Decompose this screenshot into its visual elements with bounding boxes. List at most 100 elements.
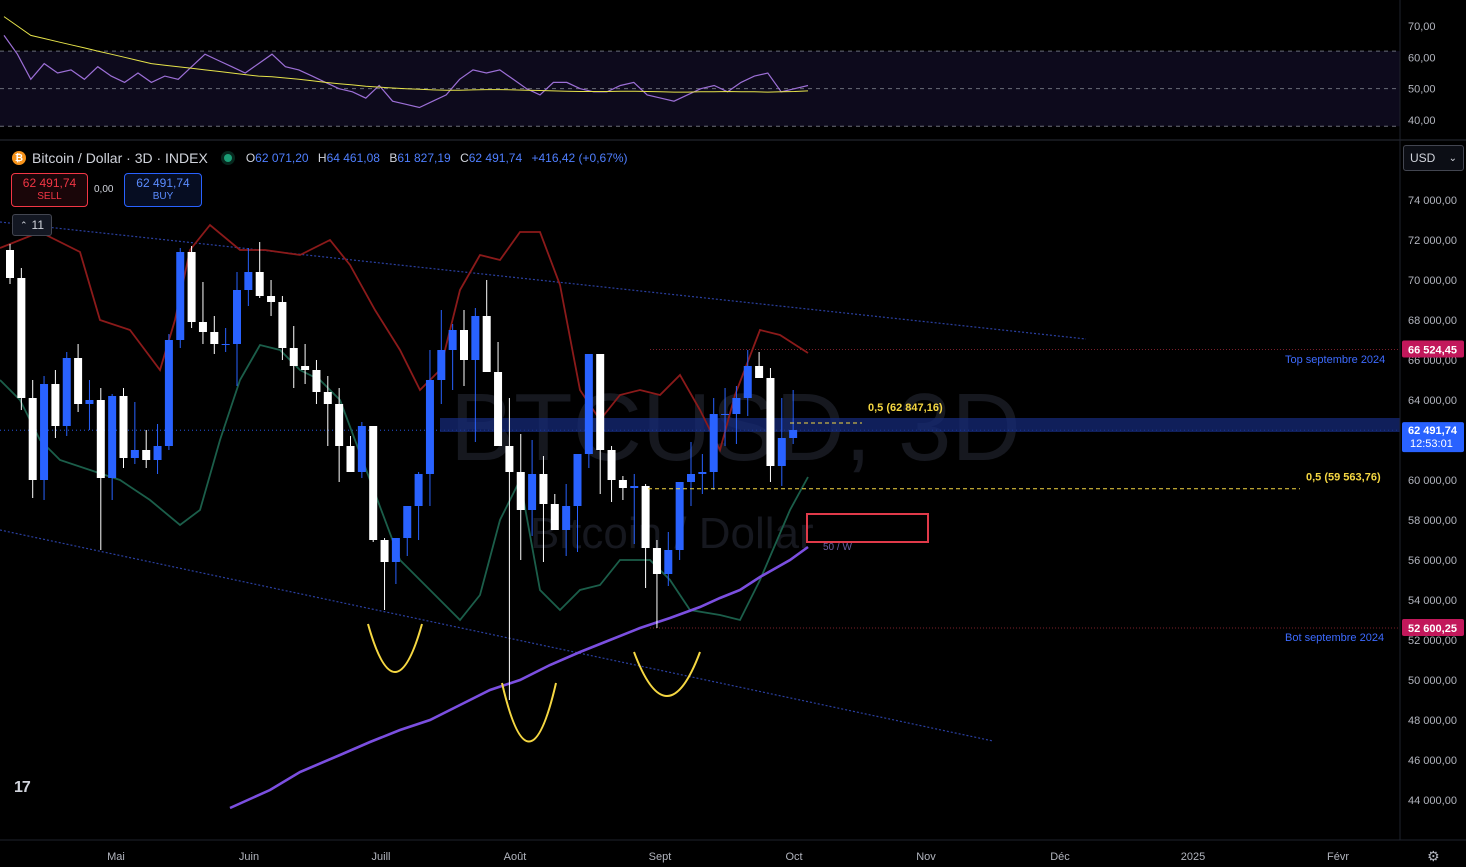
candle-body bbox=[108, 396, 117, 478]
candle-body bbox=[414, 474, 423, 506]
time-axis-tick: Nov bbox=[916, 851, 936, 863]
spread-value: 0,00 bbox=[94, 184, 114, 195]
candle-body bbox=[391, 538, 400, 562]
candle-body bbox=[62, 358, 71, 426]
sell-label: SELL bbox=[37, 191, 62, 202]
price-axis-tick: 56 000,00 bbox=[1408, 555, 1457, 567]
candle-body bbox=[380, 540, 389, 562]
candle-body bbox=[6, 250, 14, 278]
candle-body bbox=[278, 302, 287, 348]
candle-body bbox=[425, 380, 434, 474]
chevron-down-icon: ⌄ bbox=[1448, 152, 1457, 164]
current-price-tag: 62 491,74 bbox=[1408, 425, 1458, 437]
price-axis-tick: 60 000,00 bbox=[1408, 475, 1457, 487]
resistance-zone bbox=[440, 418, 1400, 432]
candle-body bbox=[766, 378, 775, 466]
buy-button[interactable]: 62 491,74 BUY bbox=[124, 173, 202, 207]
price-axis-tick: 68 000,00 bbox=[1408, 315, 1457, 327]
candle-body bbox=[516, 472, 525, 510]
candle-body bbox=[664, 550, 673, 574]
gear-icon[interactable]: ⚙ bbox=[1427, 848, 1440, 864]
candle-body bbox=[789, 430, 798, 438]
candle-body bbox=[471, 316, 480, 360]
price-axis-tick: 74 000,00 bbox=[1408, 195, 1457, 207]
candle-body bbox=[346, 446, 355, 472]
price-axis-tick: 64 000,00 bbox=[1408, 395, 1457, 407]
candle-body bbox=[494, 372, 503, 446]
candle-body bbox=[85, 400, 94, 404]
price-axis-tick: 54 000,00 bbox=[1408, 595, 1457, 607]
candle-body bbox=[335, 404, 344, 446]
fib-level-1-label: 0,5 (62 847,16) bbox=[868, 402, 943, 414]
ma-50w-label: 50 / W bbox=[823, 542, 852, 553]
fib-level-2-label: 0,5 (59 563,76) bbox=[1306, 472, 1381, 484]
candle-body bbox=[28, 398, 37, 480]
current-price-tag-bg bbox=[1402, 422, 1464, 453]
chevron-up-icon: ⌃ bbox=[19, 219, 28, 230]
price-axis-tick: 70 000,00 bbox=[1408, 275, 1457, 287]
currency-select[interactable]: USD ⌄ bbox=[1403, 145, 1464, 171]
indicator-count: 11 bbox=[31, 218, 44, 232]
sell-button[interactable]: 62 491,74 SELL bbox=[11, 173, 88, 207]
rsi-axis-tick: 60,00 bbox=[1408, 52, 1436, 64]
head-arc bbox=[501, 682, 557, 743]
candle-body bbox=[721, 414, 730, 415]
candle-body bbox=[369, 426, 378, 540]
tradingview-logo[interactable]: 17 bbox=[14, 779, 31, 796]
candle-body bbox=[51, 384, 60, 426]
top-sept-price-tag: 66 524,45 bbox=[1408, 345, 1457, 357]
candle-body bbox=[460, 330, 468, 360]
price-axis-tick: 72 000,00 bbox=[1408, 235, 1457, 247]
candle-body bbox=[130, 450, 139, 458]
right-shoulder-arc bbox=[633, 651, 701, 697]
candle-body bbox=[267, 296, 276, 302]
sell-price: 62 491,74 bbox=[22, 176, 77, 190]
candle-body bbox=[142, 450, 151, 460]
candle-body bbox=[244, 272, 253, 290]
candle-body bbox=[74, 358, 83, 404]
symbol-title[interactable]: Bitcoin / Dollar · 3D · INDEX bbox=[32, 150, 208, 166]
time-axis-tick: 2025 bbox=[1181, 851, 1205, 863]
countdown-tag: 12:53:01 bbox=[1410, 438, 1453, 450]
candle-body bbox=[482, 316, 491, 372]
rsi-axis-tick: 40,00 bbox=[1408, 115, 1436, 127]
time-axis-tick: Août bbox=[504, 851, 527, 863]
candle-body bbox=[164, 340, 173, 446]
candle-body bbox=[528, 474, 537, 510]
candle-body bbox=[255, 272, 264, 296]
time-axis-tick: Oct bbox=[785, 851, 802, 863]
candle-body bbox=[153, 446, 162, 460]
currency-value: USD bbox=[1410, 151, 1436, 165]
bot-sept-price-tag-bg bbox=[1402, 618, 1464, 636]
candle-body bbox=[709, 414, 718, 472]
candle-body bbox=[777, 438, 786, 466]
ma-50w-line bbox=[229, 545, 809, 810]
candle-body bbox=[698, 472, 707, 474]
candle-body bbox=[584, 354, 593, 454]
candle-body bbox=[732, 398, 741, 414]
candle-body bbox=[652, 548, 661, 574]
candle-body bbox=[221, 344, 230, 345]
candle-body bbox=[630, 486, 639, 488]
candle-body bbox=[119, 396, 128, 458]
time-axis-tick: Juin bbox=[239, 851, 259, 863]
candle-body bbox=[562, 506, 571, 530]
price-axis-tick: 48 000,00 bbox=[1408, 715, 1457, 727]
price-axis-tick: 46 000,00 bbox=[1408, 755, 1457, 767]
candle-body bbox=[357, 426, 366, 472]
time-axis-tick: Juill bbox=[372, 851, 391, 863]
top-sept-price-tag-bg bbox=[1402, 340, 1464, 358]
ohlc-readout: O62 071,20 H64 461,08 B61 827,19 C62 491… bbox=[245, 151, 628, 165]
candle-body bbox=[641, 486, 650, 548]
candle-body bbox=[403, 506, 412, 538]
candle-body bbox=[198, 322, 207, 332]
indicators-collapse-button[interactable]: ⌃ 11 bbox=[12, 214, 52, 236]
candle-body bbox=[539, 474, 548, 504]
candle-body bbox=[233, 290, 241, 344]
candle-body bbox=[312, 370, 321, 392]
candle-body bbox=[17, 278, 26, 398]
time-axis-tick: Déc bbox=[1050, 851, 1070, 863]
symbol-header[interactable]: ₿ Bitcoin / Dollar · 3D · INDEX O62 071,… bbox=[12, 148, 628, 168]
candle-body bbox=[187, 252, 196, 322]
